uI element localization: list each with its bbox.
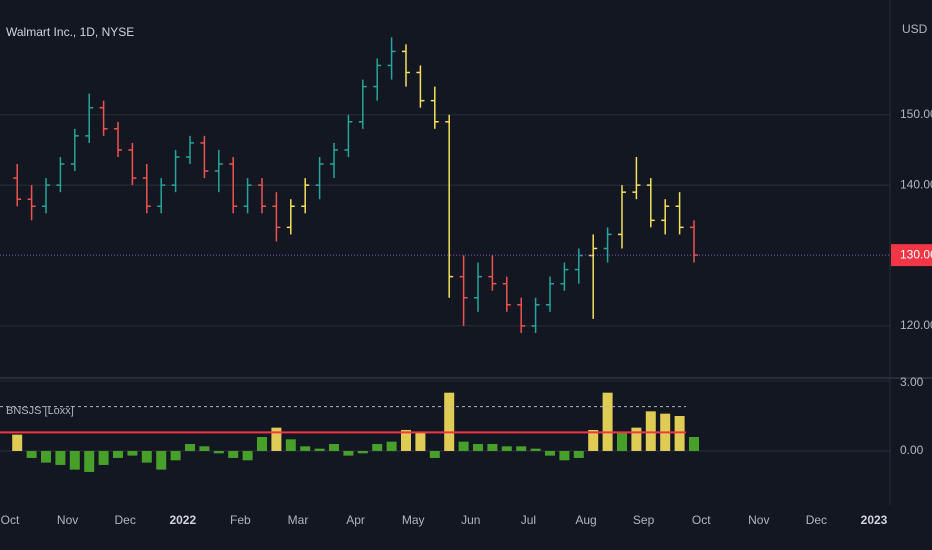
histogram-bar [170, 450, 181, 461]
histogram-bar [141, 450, 152, 463]
histogram-bar [113, 450, 123, 458]
histogram-bar [372, 443, 383, 451]
histogram-bar [501, 446, 512, 451]
histogram-bar [199, 446, 210, 451]
y-tick-label: 0.00 [900, 443, 924, 457]
histogram-bar [645, 411, 656, 451]
histogram-bar [617, 432, 627, 451]
histogram-bar [415, 432, 426, 451]
histogram-bar [329, 443, 339, 451]
histogram-bar [357, 450, 368, 454]
x-tick-label: Aug [575, 513, 596, 527]
last-price-box [891, 244, 932, 267]
histogram-bar [401, 429, 411, 451]
y-tick-label: 120.00 [900, 318, 932, 332]
x-tick-label: Sep [633, 513, 655, 527]
histogram-bar [689, 436, 699, 451]
histogram-bar [12, 434, 23, 451]
chart-title: Walmart Inc., 1D, NYSE [6, 25, 134, 39]
last-price-label: 130.06 [900, 247, 932, 261]
histogram-bar [458, 441, 469, 451]
histogram-bar [98, 450, 109, 465]
histogram-bar [559, 450, 570, 461]
x-tick-label: Nov [748, 513, 769, 527]
y-tick-label: 3.00 [900, 375, 924, 389]
x-tick-label: May [402, 513, 425, 527]
x-tick-label: Jun [461, 513, 480, 527]
histogram-bar [26, 450, 37, 458]
histogram-bar [516, 446, 527, 451]
histogram-bar [300, 446, 311, 451]
indicator-title: BNSJS [Loxx] [6, 405, 74, 417]
histogram-bar [602, 392, 613, 451]
histogram-bar [285, 439, 296, 451]
histogram-bar [156, 450, 167, 470]
histogram-bar [343, 450, 354, 456]
histogram-bar [631, 427, 642, 451]
x-tick-label: 2022 [169, 513, 196, 527]
x-tick-label: Oct [692, 513, 711, 527]
histogram-bar [228, 450, 239, 458]
histogram-bar [41, 450, 51, 463]
histogram-bar [530, 448, 541, 451]
x-tick-label: Oct [1, 513, 20, 527]
y-tick-label: 140.00 [900, 177, 932, 191]
currency-label: USD [902, 22, 928, 36]
histogram-bar [314, 448, 325, 451]
histogram-bar [84, 450, 95, 472]
histogram-bar [674, 415, 685, 451]
x-tick-label: Dec [115, 513, 136, 527]
histogram-bar [257, 436, 267, 451]
histogram-bar [473, 443, 483, 451]
histogram-bar [429, 450, 440, 458]
x-tick-label: Mar [288, 513, 309, 527]
histogram-bar [573, 450, 584, 458]
histogram-bar [386, 441, 397, 451]
histogram-bar [271, 427, 282, 451]
x-tick-label: Feb [230, 513, 251, 527]
histogram-bar [242, 450, 253, 461]
histogram-bar [213, 450, 224, 454]
x-tick-label: 2023 [861, 513, 888, 527]
histogram-bar [487, 443, 498, 451]
x-tick-label: Dec [806, 513, 827, 527]
x-tick-label: Nov [57, 513, 78, 527]
histogram-bar [545, 450, 555, 456]
histogram-bar [127, 450, 138, 456]
x-tick-label: Apr [346, 513, 365, 527]
histogram-bar [69, 450, 80, 470]
histogram-bar [444, 392, 455, 451]
histogram-bar [185, 443, 195, 451]
x-tick-label: Jul [521, 513, 536, 527]
y-tick-label: 150.00 [900, 107, 932, 121]
histogram-bar [588, 429, 599, 451]
histogram-bar [55, 450, 66, 465]
